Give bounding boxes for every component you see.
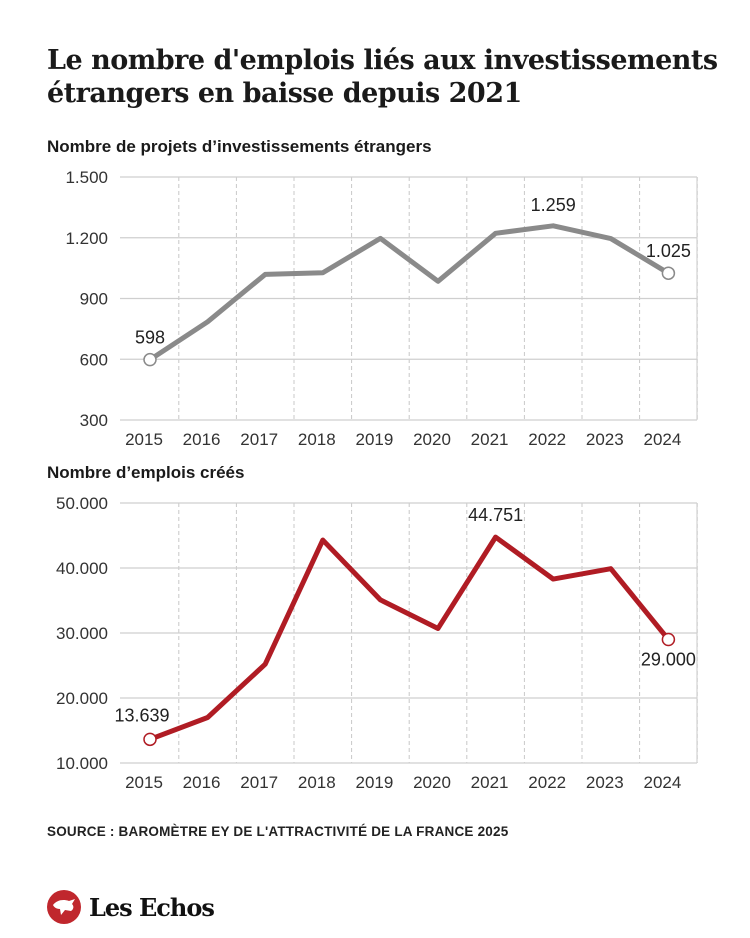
x-tick-label: 2018 — [298, 430, 336, 449]
data-label: 29.000 — [641, 650, 696, 670]
series-line — [147, 223, 671, 363]
x-tick-label: 2023 — [586, 773, 624, 792]
y-tick-label: 900 — [80, 290, 108, 309]
les-echos-logo: Les Echos — [47, 890, 215, 924]
y-tick-label: 40.000 — [56, 559, 108, 578]
y-tick-label: 1.200 — [65, 229, 108, 248]
y-tick-label: 10.000 — [56, 754, 108, 773]
x-tick-label: 2024 — [643, 430, 681, 449]
logo-text: Les Echos — [89, 892, 215, 922]
data-point — [143, 352, 157, 367]
x-tick-label: 2023 — [586, 430, 624, 449]
data-point — [661, 632, 676, 647]
x-tick-label: 2022 — [528, 430, 566, 449]
x-tick-label: 2020 — [413, 773, 451, 792]
x-tick-label: 2022 — [528, 773, 566, 792]
data-label: 1.025 — [646, 241, 691, 261]
data-point — [143, 732, 157, 747]
x-tick-label: 2019 — [355, 430, 393, 449]
chart2-title: Nombre d’emplois créés — [47, 463, 245, 482]
y-tick-label: 1.500 — [65, 168, 108, 187]
chart-1: 300 600 900 1.200 1.500 2015 2016 2017 2018 2019 2… — [65, 168, 698, 449]
x-tick-label: 2019 — [355, 773, 393, 792]
x-tick-label: 2016 — [183, 430, 221, 449]
y-tick-label: 30.000 — [56, 624, 108, 643]
chart1-title: Nombre de projets d’investissements étra… — [47, 137, 432, 156]
data-label: 598 — [135, 328, 165, 348]
x-tick-label: 2020 — [413, 430, 451, 449]
data-label: 13.639 — [114, 705, 169, 725]
x-tick-label: 2016 — [183, 773, 221, 792]
data-label: 1.259 — [531, 195, 576, 215]
x-tick-label: 2015 — [125, 430, 163, 449]
x-tick-label: 2021 — [471, 430, 509, 449]
x-tick-label: 2021 — [471, 773, 509, 792]
y-tick-label: 50.000 — [56, 494, 108, 513]
x-tick-label: 2017 — [240, 430, 278, 449]
chart-2: 10.000 20.000 30.000 40.000 50.000 2015 2016 20… — [56, 494, 698, 792]
x-tick-label: 2018 — [298, 773, 336, 792]
data-label: 44.751 — [468, 505, 523, 525]
y-tick-label: 600 — [80, 350, 108, 369]
y-tick-label: 300 — [80, 411, 108, 430]
page-title: Le nombre d'emplois liés aux investissem… — [47, 45, 718, 109]
x-tick-label: 2015 — [125, 773, 163, 792]
x-tick-label: 2024 — [643, 773, 681, 792]
x-tick-label: 2017 — [240, 773, 278, 792]
eagle-logo-icon — [47, 890, 81, 924]
series-line — [147, 534, 671, 742]
y-tick-label: 20.000 — [56, 689, 108, 708]
source-note: SOURCE : BAROMÈTRE EY DE L'ATTRACTIVITÉ … — [47, 824, 509, 839]
data-point — [661, 266, 676, 280]
